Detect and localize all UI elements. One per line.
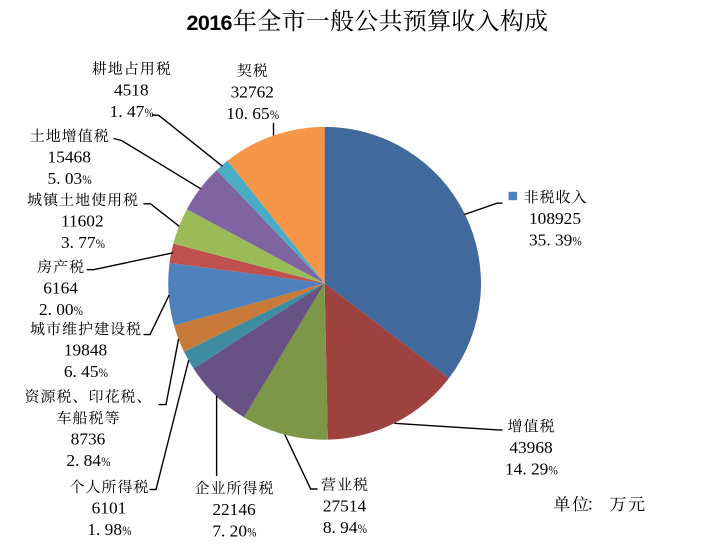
svg-text:2. 00: 2. 00 xyxy=(39,300,74,319)
svg-text:10. 65: 10. 65 xyxy=(226,104,269,123)
svg-text:%: % xyxy=(358,521,367,536)
svg-text:%: % xyxy=(549,463,558,478)
svg-text:11602: 11602 xyxy=(61,212,104,231)
svg-text:43968: 43968 xyxy=(509,438,552,457)
svg-text:35. 39: 35. 39 xyxy=(529,230,572,249)
svg-text:%: % xyxy=(270,107,279,122)
svg-text:108925: 108925 xyxy=(529,209,581,228)
svg-text:7. 20: 7. 20 xyxy=(212,521,247,540)
svg-text:2. 84: 2. 84 xyxy=(66,451,101,470)
svg-text:%: % xyxy=(82,172,91,187)
svg-text:%: % xyxy=(99,365,108,380)
svg-text:%: % xyxy=(101,454,110,469)
svg-text:15468: 15468 xyxy=(48,148,91,167)
svg-text:6101: 6101 xyxy=(92,499,127,518)
svg-text:32762: 32762 xyxy=(231,82,274,101)
svg-text:1. 47: 1. 47 xyxy=(110,102,145,121)
svg-text:4518: 4518 xyxy=(114,80,149,99)
svg-text:6164: 6164 xyxy=(43,279,78,298)
svg-text:3. 77: 3. 77 xyxy=(61,233,96,252)
svg-text:8. 94: 8. 94 xyxy=(323,518,358,537)
svg-text:2016: 2016 xyxy=(187,11,233,35)
svg-text:14. 29: 14. 29 xyxy=(505,459,548,478)
svg-text:1. 98: 1. 98 xyxy=(87,520,122,539)
svg-text:%: % xyxy=(247,525,256,540)
svg-text:%: % xyxy=(74,303,83,318)
svg-text:19848: 19848 xyxy=(64,341,107,360)
svg-text:8736: 8736 xyxy=(71,430,106,449)
svg-text:6. 45: 6. 45 xyxy=(64,362,99,381)
svg-text:22146: 22146 xyxy=(212,500,256,519)
svg-text:%: % xyxy=(96,236,105,251)
svg-text:%: % xyxy=(145,105,154,120)
svg-text:5. 03: 5. 03 xyxy=(48,169,83,188)
svg-text:%: % xyxy=(573,234,582,249)
svg-text:27514: 27514 xyxy=(323,496,367,515)
svg-text:%: % xyxy=(122,523,131,538)
